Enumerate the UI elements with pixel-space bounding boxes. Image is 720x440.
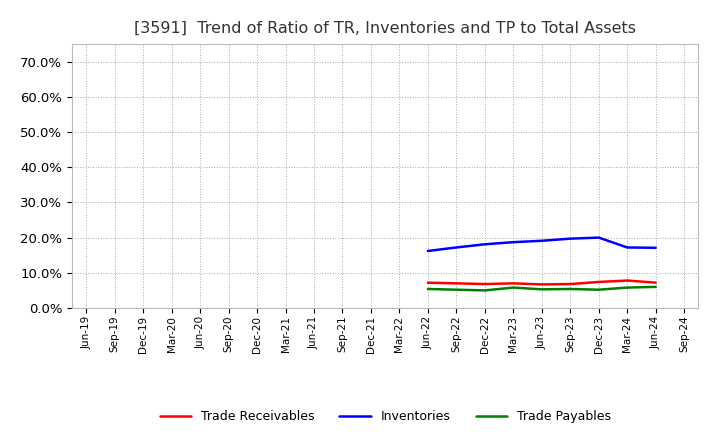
Trade Payables <box>537 287 546 292</box>
Line: Inventories: Inventories <box>428 238 656 251</box>
Inventories <box>595 235 603 240</box>
Trade Payables <box>623 285 631 290</box>
Line: Trade Receivables: Trade Receivables <box>428 281 656 284</box>
Inventories <box>423 248 432 253</box>
Inventories <box>480 242 489 247</box>
Line: Trade Payables: Trade Payables <box>428 287 656 290</box>
Trade Receivables <box>566 282 575 287</box>
Trade Payables <box>595 287 603 292</box>
Trade Receivables <box>480 282 489 287</box>
Title: [3591]  Trend of Ratio of TR, Inventories and TP to Total Assets: [3591] Trend of Ratio of TR, Inventories… <box>134 21 636 36</box>
Inventories <box>623 245 631 250</box>
Trade Receivables <box>509 281 518 286</box>
Trade Payables <box>423 286 432 292</box>
Trade Receivables <box>537 282 546 287</box>
Trade Payables <box>509 285 518 290</box>
Legend: Trade Receivables, Inventories, Trade Payables: Trade Receivables, Inventories, Trade Pa… <box>155 406 616 429</box>
Trade Payables <box>566 286 575 292</box>
Trade Payables <box>652 284 660 290</box>
Inventories <box>566 236 575 241</box>
Inventories <box>537 238 546 243</box>
Inventories <box>652 245 660 250</box>
Trade Payables <box>452 287 461 292</box>
Trade Receivables <box>452 281 461 286</box>
Trade Receivables <box>652 280 660 285</box>
Trade Receivables <box>595 279 603 285</box>
Trade Payables <box>480 288 489 293</box>
Trade Receivables <box>423 280 432 285</box>
Inventories <box>509 239 518 245</box>
Inventories <box>452 245 461 250</box>
Trade Receivables <box>623 278 631 283</box>
